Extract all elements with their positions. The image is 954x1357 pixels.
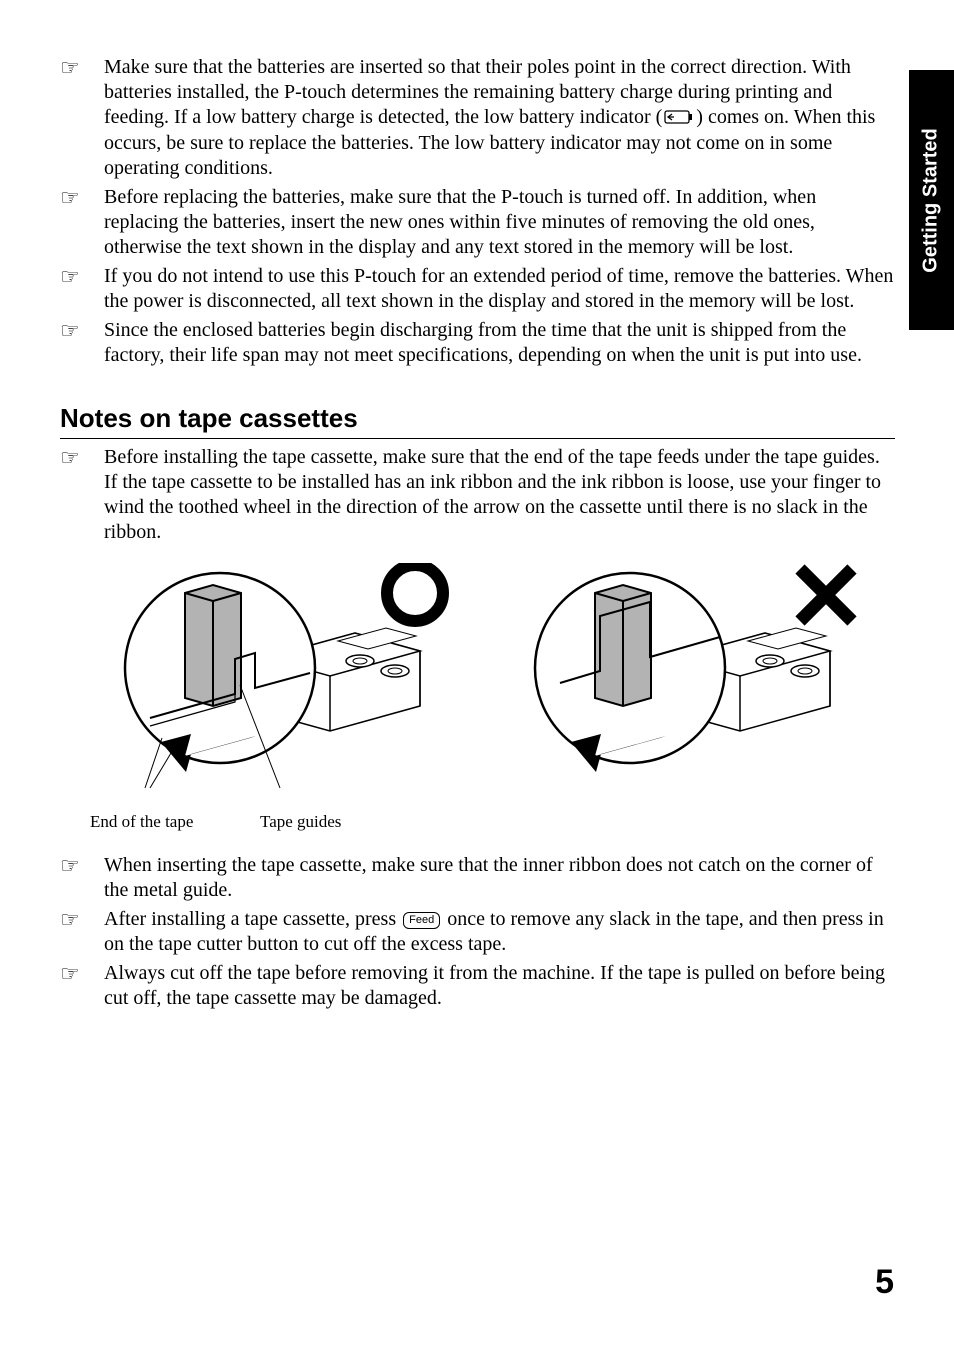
low-battery-icon: [664, 106, 694, 131]
pointer-icon: ☞: [60, 909, 80, 931]
content-area: ☞ Make sure that the batteries are insert…: [60, 55, 895, 1011]
section-tab: Getting Started: [909, 70, 954, 330]
note-item: ☞ Make sure that the batteries are insert…: [60, 55, 895, 181]
pointer-icon: ☞: [60, 963, 80, 985]
note-text: Before installing the tape cassette, mak…: [104, 446, 881, 543]
tape-cassette-wrong-diagram: [500, 563, 870, 803]
note-text: Since the enclosed batteries begin disch…: [104, 319, 862, 366]
caption-tape-guides: Tape guides: [260, 811, 430, 832]
figure-wrong: [500, 563, 870, 803]
pointer-icon: ☞: [60, 320, 80, 342]
pointer-icon: ☞: [60, 855, 80, 877]
note-item: ☞ Always cut off the tape before removing…: [60, 961, 895, 1011]
caption-end-of-tape: End of the tape: [90, 811, 260, 832]
note-item: ☞ If you do not intend to use this P-touc…: [60, 264, 895, 314]
note-text: When inserting the tape cassette, make s…: [104, 854, 873, 901]
pointer-icon: ☞: [60, 187, 80, 209]
note-item: ☞ Since the enclosed batteries begin disc…: [60, 318, 895, 368]
note-text: Make sure that the batteries are inserte…: [104, 56, 875, 179]
pointer-icon: ☞: [60, 57, 80, 79]
page: Getting Started ☞ Make sure that the batt…: [0, 0, 954, 1357]
note-text: Always cut off the tape before removing …: [104, 962, 885, 1009]
tape-notes-top-list: ☞ Before installing the tape cassette, ma…: [60, 445, 895, 545]
note-item: ☞ Before installing the tape cassette, ma…: [60, 445, 895, 545]
pointer-icon: ☞: [60, 447, 80, 469]
note-text: If you do not intend to use this P-touch…: [104, 265, 893, 312]
note-item: ☞ When inserting the tape cassette, make …: [60, 853, 895, 903]
figure-captions: End of the tape Tape guides: [90, 811, 895, 832]
tape-notes-bottom-list: ☞ When inserting the tape cassette, make …: [60, 853, 895, 1011]
note-item: ☞ After installing a tape cassette, press…: [60, 907, 895, 957]
page-number: 5: [875, 1263, 894, 1302]
section-tab-label: Getting Started: [920, 128, 943, 272]
note-text: Before replacing the batteries, make sur…: [104, 186, 816, 258]
figure-correct: [90, 563, 460, 803]
tape-cassette-correct-diagram: [90, 563, 460, 803]
battery-notes-list: ☞ Make sure that the batteries are insert…: [60, 55, 895, 368]
section-heading: Notes on tape cassettes: [60, 402, 895, 440]
pointer-icon: ☞: [60, 266, 80, 288]
feed-key-icon: Feed: [403, 912, 440, 929]
figure-row: [90, 563, 895, 803]
note-item: ☞ Before replacing the batteries, make su…: [60, 185, 895, 260]
note-text: After installing a tape cassette, press …: [104, 908, 884, 955]
